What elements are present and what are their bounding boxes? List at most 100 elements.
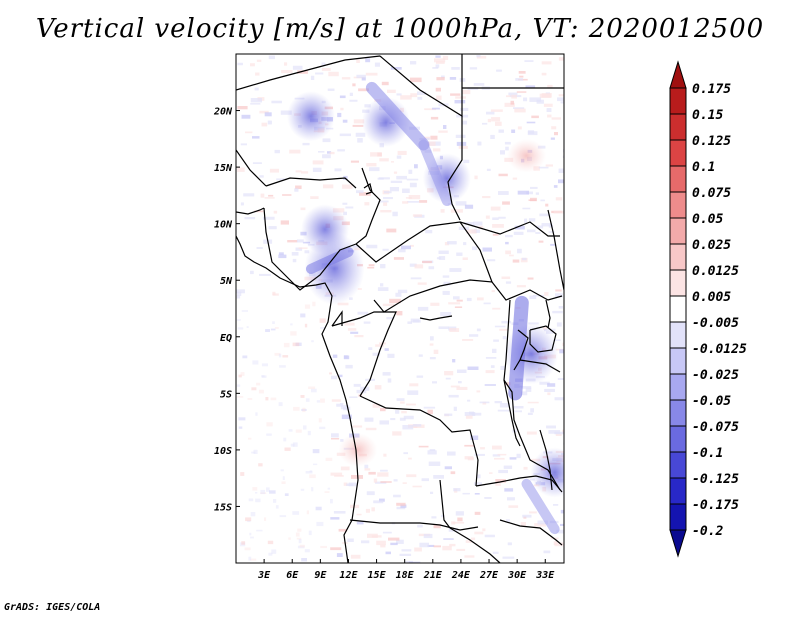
field-speckle: [245, 131, 253, 134]
field-speckle: [355, 132, 366, 137]
lake-chad: [363, 183, 373, 195]
field-speckle: [380, 210, 392, 213]
y-tick-label: 5N: [220, 276, 233, 287]
field-speckle: [464, 204, 474, 209]
field-speckle: [380, 544, 386, 548]
border-drc-east: [503, 299, 561, 491]
field-speckle: [312, 449, 320, 454]
field-speckle: [516, 285, 526, 288]
field-speckle: [254, 210, 264, 213]
field-speckle: [548, 430, 561, 434]
field-speckle: [435, 61, 445, 64]
field-speckle: [458, 145, 468, 149]
field-speckle: [245, 517, 252, 522]
colorbar-segment: [669, 425, 687, 453]
field-speckle: [261, 363, 268, 367]
field-speckle: [279, 365, 286, 368]
lake-victoria: [529, 325, 557, 353]
field-feature: [301, 204, 350, 255]
colorbar-segment: [669, 113, 687, 141]
colorbar-label: -0.2: [692, 524, 723, 539]
field-speckle: [351, 475, 363, 479]
field-speckle: [241, 114, 251, 119]
field-speckle: [297, 545, 305, 549]
field-speckle: [282, 355, 289, 358]
colorbar-bottom-arrow: [669, 529, 687, 558]
field-speckle: [403, 415, 414, 420]
field-speckle: [312, 167, 322, 172]
field-speckle: [452, 521, 465, 524]
field-speckle: [347, 328, 357, 331]
field-feature: [530, 447, 564, 498]
field-speckle: [456, 299, 463, 302]
field-speckle: [352, 425, 363, 428]
colorbar-segment: [669, 373, 687, 401]
colorbar-label: 0.125: [692, 134, 731, 149]
field-speckle: [427, 450, 437, 455]
field-speckle: [548, 224, 553, 228]
field-speckle: [469, 67, 478, 70]
field-speckle: [266, 433, 272, 436]
field-speckle: [301, 171, 309, 174]
field-speckle: [382, 372, 391, 376]
field-speckle: [256, 59, 262, 62]
field-speckle: [250, 512, 256, 517]
field-speckle: [505, 382, 511, 386]
field-speckle: [401, 245, 411, 250]
field-speckle: [443, 538, 454, 540]
field-speckle: [547, 392, 551, 396]
field-speckle: [423, 406, 436, 409]
field-speckle: [353, 119, 365, 124]
field-speckle: [364, 104, 371, 108]
field-speckle: [327, 151, 332, 154]
field-speckle: [264, 112, 272, 117]
field-speckle: [349, 99, 358, 102]
border-mali-niger: [236, 207, 265, 215]
colorbar-label: -0.05: [692, 394, 731, 409]
field-speckle: [527, 412, 533, 415]
field-speckle: [527, 130, 535, 134]
field-speckle: [330, 472, 343, 476]
field-speckle: [247, 398, 253, 400]
field-speckle: [383, 197, 393, 200]
field-speckle: [479, 401, 490, 404]
field-speckle: [405, 197, 412, 199]
field-speckle: [239, 542, 246, 547]
x-tick-label: 12E: [339, 570, 358, 581]
field-speckle: [276, 178, 288, 181]
field-speckle: [309, 470, 313, 473]
field-speckle: [350, 554, 361, 559]
field-speckle: [244, 547, 251, 551]
colorbar-label: 0.175: [692, 82, 731, 97]
field-speckle: [349, 396, 358, 398]
field-speckle: [340, 107, 344, 111]
field-speckle: [463, 159, 470, 164]
field-speckle: [558, 94, 564, 97]
field-speckle: [410, 61, 417, 65]
field-speckle: [341, 414, 352, 420]
field-speckle: [517, 126, 522, 130]
field-speckle: [430, 491, 434, 494]
field-speckle: [482, 528, 486, 532]
field-speckle: [489, 472, 493, 474]
field-speckle: [345, 364, 353, 369]
field-speckle: [540, 199, 545, 202]
field-speckle: [292, 342, 300, 347]
field-speckle: [343, 211, 347, 216]
border-algeria-niger: [236, 55, 381, 91]
field-speckle: [350, 331, 359, 334]
field-speckle: [407, 321, 413, 324]
field-speckle: [490, 206, 501, 211]
field-speckle: [465, 540, 473, 543]
field-speckle: [248, 556, 252, 561]
field-speckle: [529, 511, 537, 514]
field-speckle: [427, 544, 435, 547]
field-speckle: [560, 101, 564, 104]
field-speckle: [280, 469, 284, 472]
field-speckle: [304, 549, 310, 553]
field-speckle: [522, 257, 527, 261]
field-speckle: [520, 391, 528, 396]
field-speckle: [523, 466, 528, 470]
field-speckle: [237, 327, 244, 330]
